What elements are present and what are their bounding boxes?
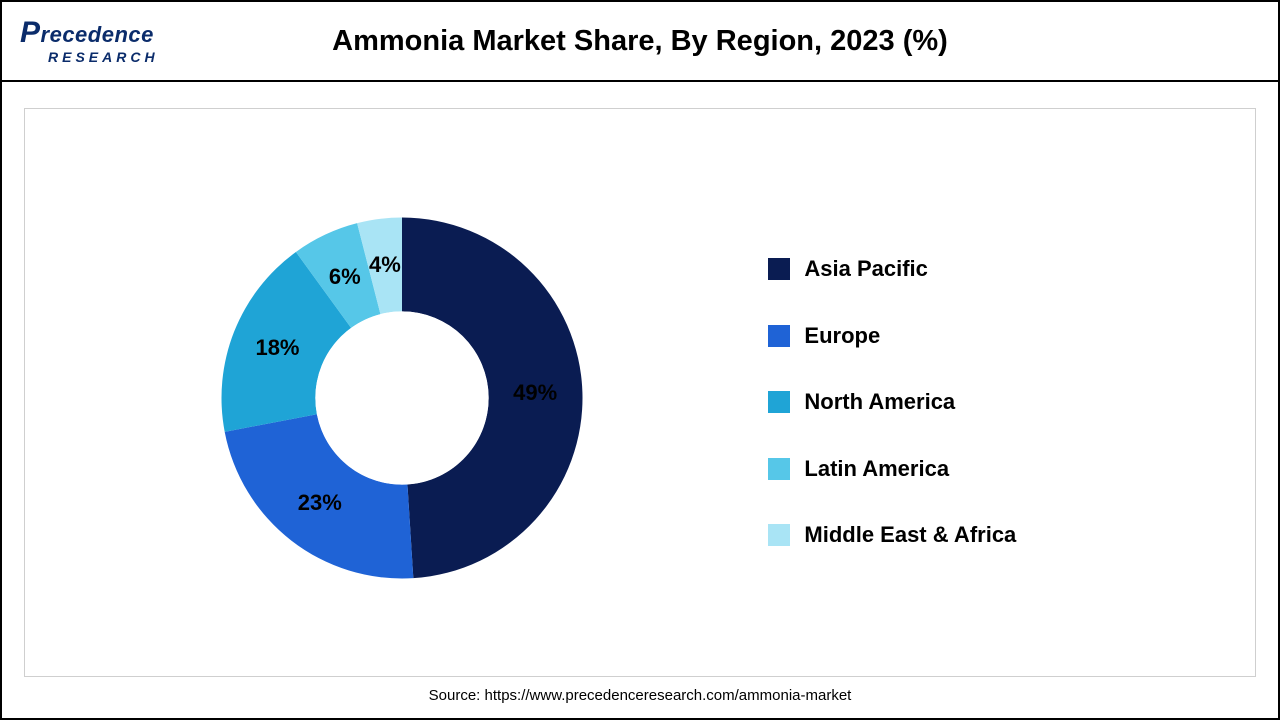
slice-label: 6% — [329, 264, 361, 290]
slice-label: 4% — [369, 252, 401, 278]
donut-chart-area: 49% 23% 18% 6% 4% — [25, 109, 738, 676]
brand-logo-bottom: RESEARCH — [48, 50, 159, 64]
donut-chart: 49% 23% 18% 6% 4% — [212, 208, 592, 588]
legend-item: North America — [768, 388, 1215, 417]
legend-item: Latin America — [768, 455, 1215, 484]
chart-container: Precedence RESEARCH Ammonia Market Share… — [0, 0, 1280, 720]
legend: Asia Pacific Europe North America Latin Ame… — [738, 255, 1255, 550]
slice-label: 23% — [298, 490, 342, 516]
slice-label: 49% — [513, 380, 557, 406]
legend-item: Europe — [768, 322, 1215, 351]
brand-logo: Precedence RESEARCH — [20, 18, 159, 64]
chart-title: Ammonia Market Share, By Region, 2023 (%… — [2, 25, 1278, 58]
header-bar: Precedence RESEARCH Ammonia Market Share… — [2, 2, 1278, 82]
chart-body: 49% 23% 18% 6% 4% Asia Pacific Europe North Am… — [2, 82, 1278, 718]
legend-swatch — [768, 458, 790, 480]
legend-swatch — [768, 258, 790, 280]
legend-label: North America — [804, 388, 955, 417]
brand-logo-top: Precedence — [20, 18, 159, 48]
legend-swatch — [768, 391, 790, 413]
legend-label: Asia Pacific — [804, 255, 928, 284]
legend-swatch — [768, 325, 790, 347]
legend-item: Middle East & Africa — [768, 521, 1215, 550]
legend-label: Europe — [804, 322, 880, 351]
chart-card: 49% 23% 18% 6% 4% Asia Pacific Europe North Am… — [24, 108, 1256, 677]
legend-label: Middle East & Africa — [804, 521, 1016, 550]
source-citation: Source: https://www.precedenceresearch.c… — [24, 677, 1256, 710]
donut-hole — [315, 311, 488, 484]
legend-swatch — [768, 524, 790, 546]
slice-label: 18% — [255, 335, 299, 361]
legend-label: Latin America — [804, 455, 949, 484]
legend-item: Asia Pacific — [768, 255, 1215, 284]
